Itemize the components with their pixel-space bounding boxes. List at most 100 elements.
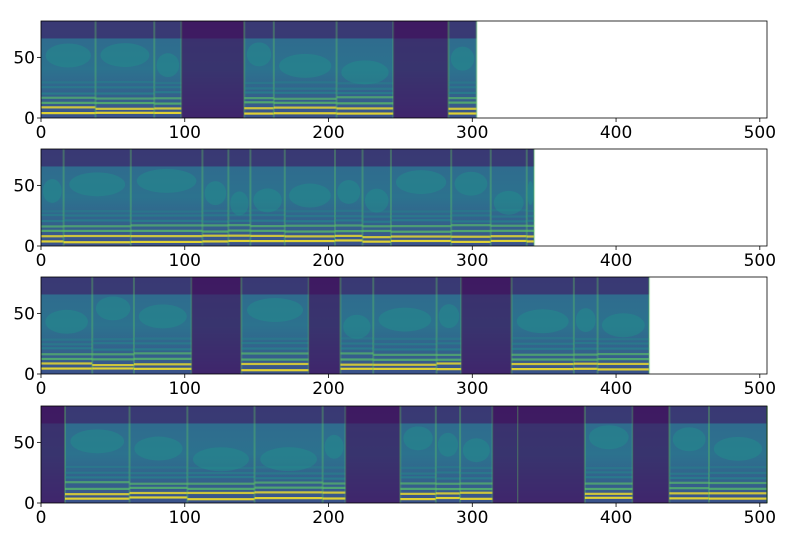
harmonic-band (284, 215, 335, 218)
harmonic-band (526, 219, 535, 222)
formant-region (230, 191, 249, 216)
onset-line (201, 149, 204, 246)
harmonic-band (250, 229, 285, 232)
harmonic-band (362, 240, 391, 243)
harmonic-band (65, 481, 130, 484)
harmonic-band (65, 487, 130, 490)
harmonic-band (334, 219, 363, 222)
spectrogram-high-band (41, 406, 767, 424)
y-axis: 0 50 (13, 48, 41, 129)
harmonic-band (41, 210, 64, 213)
harmonic-band (129, 476, 188, 479)
harmonic-band (250, 234, 285, 238)
formant-region (527, 181, 534, 206)
formant-region (395, 170, 447, 195)
harmonic-band (254, 481, 323, 484)
harmonic-band (92, 348, 134, 351)
x-tick-label: 100 (169, 508, 201, 528)
harmonic-band (336, 102, 394, 105)
harmonic-band (254, 466, 323, 469)
harmonic-band (250, 209, 285, 212)
harmonic-band (95, 92, 155, 95)
formant-region (588, 425, 629, 450)
harmonic-band (284, 210, 335, 213)
x-tick-label: 500 (744, 123, 776, 143)
x-tick-label: 0 (36, 123, 47, 143)
formant-region (246, 42, 272, 67)
harmonic-band (95, 97, 155, 100)
harmonic-band (340, 347, 374, 350)
harmonic-band (490, 220, 527, 223)
formant-region (516, 309, 569, 334)
harmonic-band (254, 491, 323, 494)
harmonic-band (526, 229, 535, 232)
harmonic-band (202, 214, 229, 217)
onset-line (434, 406, 437, 503)
formant-region (45, 309, 89, 334)
harmonic-band (435, 496, 461, 500)
formant-region (69, 172, 126, 197)
harmonic-band (448, 107, 477, 110)
formant-region (253, 188, 282, 213)
formant-region (337, 179, 361, 204)
harmonic-band (95, 101, 155, 105)
spectrogram-image (41, 277, 651, 374)
harmonic-band (490, 229, 527, 232)
harmonic-band (129, 466, 188, 469)
x-axis: 0 100 200 300 400 500 (36, 118, 776, 143)
harmonic-band (41, 219, 64, 223)
spectrogram-panel-1: 0 100 200 300 400 500 0 50 (13, 20, 776, 143)
harmonic-band (273, 101, 337, 104)
harmonic-band (129, 486, 188, 489)
axes-frame (40, 276, 768, 375)
harmonic-band (573, 362, 598, 365)
harmonic-band (390, 230, 452, 233)
harmonic-band (41, 229, 64, 232)
onset-line (333, 149, 336, 246)
harmonic-band (526, 215, 535, 218)
spectrogram-image (41, 406, 768, 503)
onset-line (240, 277, 243, 374)
onset-line (272, 21, 275, 118)
harmonic-band (490, 224, 527, 227)
silence-region (41, 406, 66, 503)
harmonic-band (597, 362, 650, 366)
harmonic-band (92, 367, 134, 370)
silence-region (518, 406, 585, 503)
harmonic-band (228, 224, 251, 227)
harmonic-band (244, 87, 274, 90)
formant-region (403, 426, 433, 451)
harmonic-band (460, 491, 493, 494)
x-tick-label: 300 (456, 251, 488, 271)
x-tick-label: 500 (744, 379, 776, 399)
harmonic-band (511, 353, 574, 356)
harmonic-band (241, 337, 309, 340)
harmonic-band (41, 112, 96, 115)
onset-line (510, 277, 513, 374)
harmonic-band (202, 240, 229, 243)
onset-line (186, 406, 189, 503)
harmonic-band (92, 364, 134, 367)
harmonic-band (130, 210, 203, 213)
formant-region (288, 183, 331, 208)
x-axis: 0 100 200 300 400 500 (36, 374, 776, 399)
formant-region (341, 60, 389, 85)
harmonic-band (322, 491, 346, 494)
harmonic-band (334, 230, 363, 233)
harmonic-band (584, 471, 633, 474)
harmonic-band (435, 487, 461, 491)
x-tick-label: 100 (169, 123, 201, 143)
harmonic-band (130, 224, 203, 227)
harmonic-band (202, 220, 229, 223)
harmonic-band (284, 230, 335, 233)
y-tick-label: 50 (13, 176, 35, 196)
y-tick-label: 50 (13, 433, 35, 453)
harmonic-band (241, 347, 309, 350)
harmonic-band (597, 347, 650, 350)
onset-line (129, 149, 132, 246)
x-tick-label: 200 (312, 508, 344, 528)
harmonic-band (133, 337, 192, 340)
onset-line (525, 149, 528, 246)
harmonic-band (573, 367, 598, 370)
